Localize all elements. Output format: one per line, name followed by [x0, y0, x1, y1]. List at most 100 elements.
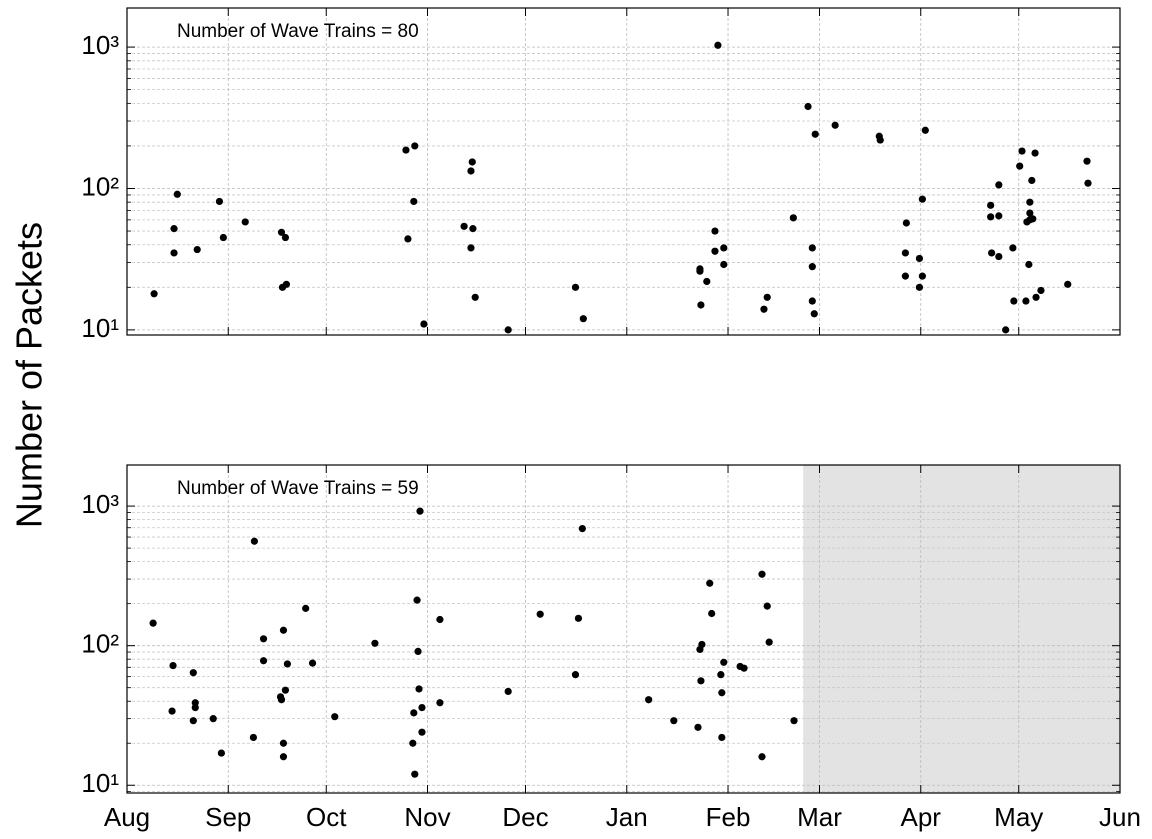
x-tick-label: Oct: [306, 802, 347, 832]
data-point: [1025, 260, 1033, 269]
data-point: [706, 579, 714, 587]
data-point: [468, 158, 476, 166]
data-point: [189, 669, 197, 677]
y-tick-label: 10³: [81, 30, 119, 60]
data-point: [409, 739, 417, 747]
data-point: [703, 277, 711, 286]
data-point: [718, 689, 726, 697]
data-point: [191, 704, 199, 712]
data-point: [249, 733, 258, 742]
data-point: [413, 596, 421, 604]
plot-frame: [126, 464, 1121, 794]
data-point: [460, 222, 468, 230]
data-point: [987, 201, 995, 209]
data-point: [760, 305, 768, 313]
data-point: [283, 660, 291, 668]
data-point: [282, 280, 291, 288]
data-point: [921, 126, 929, 134]
data-point: [1083, 157, 1091, 165]
data-point: [277, 228, 286, 236]
data-point: [995, 212, 1003, 220]
data-point: [697, 301, 705, 309]
data-point: [193, 245, 201, 254]
data-point: [1002, 326, 1010, 334]
data-point: [571, 283, 580, 291]
x-tick-label: Sep: [205, 802, 251, 832]
data-point: [279, 753, 288, 761]
data-point: [279, 739, 288, 747]
data-point: [765, 638, 773, 646]
data-point: [1018, 147, 1026, 155]
data-point: [168, 707, 176, 715]
data-point: [1037, 286, 1045, 295]
y-axis-label: Number of Packets: [9, 222, 50, 528]
x-tick-label: Feb: [706, 802, 751, 832]
data-point: [717, 671, 725, 679]
data-point: [758, 570, 766, 578]
data-point: [469, 225, 477, 233]
data-point: [411, 770, 419, 778]
data-point: [763, 293, 771, 301]
data-point: [804, 102, 812, 111]
data-point: [1031, 149, 1039, 157]
data-point: [808, 297, 816, 305]
data-point: [250, 537, 258, 545]
data-point: [150, 290, 158, 298]
data-point: [536, 610, 544, 618]
x-tick-label: Dec: [502, 802, 548, 832]
data-point: [277, 696, 286, 704]
x-tick-label: Nov: [404, 802, 450, 832]
data-point: [1009, 244, 1017, 252]
data-point: [918, 195, 926, 203]
data-point: [1010, 297, 1018, 305]
data-point: [711, 227, 719, 235]
data-point: [1032, 293, 1040, 301]
data-point: [901, 249, 909, 257]
data-point: [1029, 215, 1037, 223]
annotation: Number of Wave Trains = 59: [177, 478, 419, 499]
data-point: [995, 181, 1003, 189]
data-point: [189, 717, 197, 725]
data-point: [918, 272, 926, 280]
data-point: [279, 626, 288, 634]
data-point: [1026, 209, 1034, 217]
data-point: [902, 219, 910, 227]
data-point: [420, 320, 428, 328]
data-point: [578, 524, 586, 533]
y-tick-label: 10³: [81, 489, 119, 519]
data-point: [259, 635, 268, 643]
data-point: [988, 249, 996, 257]
data-point: [209, 715, 217, 723]
data-point: [418, 704, 426, 712]
data-point: [763, 602, 771, 610]
data-point: [915, 283, 924, 291]
x-tick-label: Apr: [901, 802, 942, 832]
data-point: [1064, 280, 1072, 288]
data-point: [720, 244, 728, 252]
data-point: [410, 197, 418, 206]
data-point: [371, 639, 379, 647]
data-point: [696, 267, 704, 275]
data-point: [281, 686, 290, 694]
data-point: [708, 609, 716, 618]
data-point: [915, 254, 924, 263]
data-point: [987, 213, 995, 221]
x-tick-label: Jan: [606, 802, 648, 832]
data-point: [810, 310, 818, 318]
data-point: [170, 249, 178, 257]
data-point: [241, 218, 249, 226]
data-point: [1016, 162, 1024, 170]
data-point: [574, 614, 583, 622]
data-point: [416, 507, 424, 515]
data-point: [790, 717, 798, 725]
data-point: [504, 326, 512, 334]
data-point: [697, 677, 705, 685]
data-point: [808, 263, 816, 271]
y-tick-label: 10¹: [81, 768, 119, 798]
data-point: [645, 696, 653, 704]
data-point: [694, 723, 702, 731]
data-point: [740, 664, 748, 672]
plot-frame: [126, 7, 1121, 336]
data-point: [411, 142, 419, 150]
data-point: [467, 167, 475, 175]
